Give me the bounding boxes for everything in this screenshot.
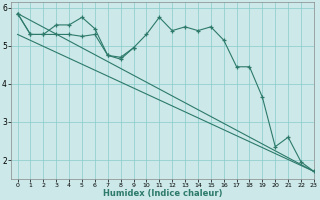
X-axis label: Humidex (Indice chaleur): Humidex (Indice chaleur) [103, 189, 222, 198]
